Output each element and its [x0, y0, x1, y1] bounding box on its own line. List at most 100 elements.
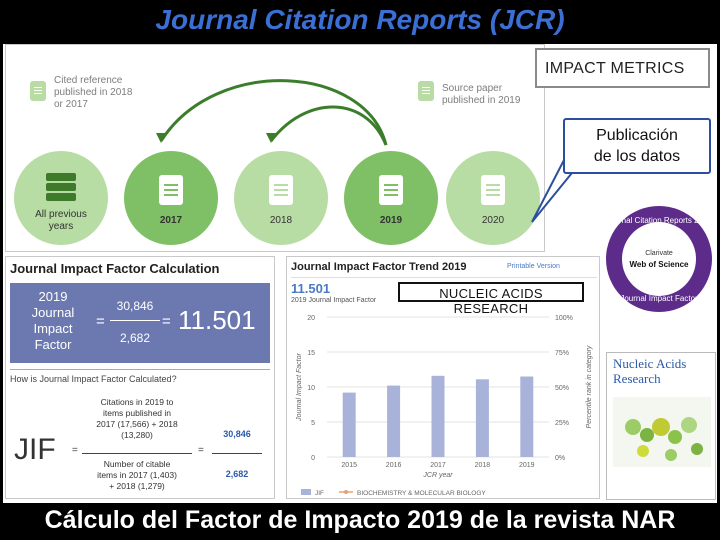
all-previous-label: All previous years [14, 209, 108, 233]
legend-label-category: BIOCHEMISTRY & MOLECULAR BIOLOGY [357, 490, 486, 497]
fraction-line [110, 320, 160, 321]
cover-title-line: Nucleic Acids [613, 356, 687, 371]
document-icon [269, 175, 293, 205]
all-previous-years-circle: All previous years [14, 151, 108, 245]
cover-title-line: Research [613, 371, 661, 386]
calc-title: Journal Impact Factor Calculation [10, 261, 220, 276]
x-tick-label: 2017 [430, 462, 446, 469]
text-line: Number of citable [103, 459, 171, 469]
text-line: Citations in 2019 to [100, 397, 174, 407]
document-icon [481, 175, 505, 205]
seal-clarivate: Clarivate [645, 250, 673, 257]
x-axis-label: JCR year [422, 472, 453, 479]
bar [342, 392, 356, 457]
result-numerator: 30,846 [223, 429, 251, 439]
text-line: items published in [102, 408, 172, 418]
label-line: years [48, 221, 74, 232]
citation-arrows [156, 79, 388, 146]
cover-image [613, 397, 711, 467]
jcr-seal: Journal Citation Reports 2020 Clarivate … [606, 206, 712, 312]
callout-text: Publicación de los datos [565, 125, 709, 167]
seal-inner: Clarivate Web of Science [622, 222, 696, 296]
equals-sign: = [96, 313, 105, 330]
bar [520, 376, 534, 457]
title-bar [0, 0, 720, 44]
y-axis-label: Journal Impact Factor [296, 352, 303, 421]
x-tick-label: 2018 [475, 462, 491, 469]
document-icon [30, 81, 46, 101]
label-line: 2019 [38, 289, 68, 304]
y2-tick-label: 25% [555, 420, 569, 427]
x-tick-label: 2019 [519, 462, 535, 469]
trend-title: Journal Impact Factor Trend 2019 [291, 261, 467, 273]
note-line: Source paper [442, 83, 503, 94]
text-line: (13,280) [121, 430, 153, 440]
year-label: 2020 [481, 215, 505, 226]
legend-label-jif: JIF [315, 490, 324, 497]
seal-wos: Web of Science [629, 260, 689, 269]
label-line: All previous [35, 209, 87, 220]
slide-footer: Cálculo del Factor de Impacto 2019 de la… [44, 506, 676, 534]
legend-swatch-jif [301, 489, 311, 495]
callout-line: de los datos [593, 148, 681, 165]
note-line: published in 2018 [54, 87, 133, 98]
jif-numerator-text: Citations in 2019 to items published in … [82, 397, 192, 441]
year-2017-circle: 2017 [124, 151, 218, 245]
divider [10, 369, 270, 370]
molecule-illustration [625, 417, 703, 461]
year-label: 2018 [269, 215, 293, 226]
year-2019-circle: 2019 [344, 151, 438, 245]
bar [387, 385, 401, 457]
label-line: Journal [31, 305, 75, 320]
citation-cycle-panel: Cited reference published in 2018 or 201… [5, 44, 545, 252]
year-label: 2019 [379, 215, 403, 226]
year-2020-circle: 2020 [446, 151, 540, 245]
jif-denominator-text: Number of citable items in 2017 (1,403) … [82, 459, 192, 492]
jif-trend-chart: 0 0% 5 25% 10 50% 15 75% 20 100% 2015 2016 2017 2018 2… [296, 315, 593, 497]
fraction-line [212, 453, 262, 454]
callout-line: Publicación [596, 127, 678, 144]
text-line: + 2018 (1,279) [109, 481, 165, 491]
printable-version-link[interactable]: Printable Version [507, 263, 560, 270]
note-line: Cited reference [54, 75, 123, 86]
y-tick-label: 5 [311, 420, 315, 427]
text-line: 2017 (17,566) + 2018 [96, 419, 178, 429]
y2-tick-label: 50% [555, 385, 569, 392]
bar [431, 375, 445, 457]
seal-bottom-text: Journal Impact Factor [620, 294, 698, 303]
y-tick-label: 15 [307, 350, 315, 357]
label-line: Factor [34, 337, 72, 352]
trend-subtitle: 2019 Journal Impact Factor [291, 297, 377, 304]
x-tick-label: 2015 [341, 462, 357, 469]
jif-label: 2019 Journal Impact Factor [18, 289, 88, 353]
slide-title: Journal Citation Reports (JCR) [155, 4, 565, 35]
fraction-line [82, 453, 192, 454]
journal-cover: Nucleic Acids Research [606, 352, 716, 500]
note-line: or 2017 [54, 99, 88, 110]
x-tick-label: 2016 [386, 462, 402, 469]
note-line: published in 2019 [442, 95, 521, 106]
y2-tick-label: 100% [555, 315, 573, 322]
divider [291, 277, 597, 278]
equals-sign: = [162, 313, 171, 330]
y-tick-label: 20 [307, 315, 315, 322]
y-tick-label: 0 [311, 455, 315, 462]
equals-sign: = [198, 445, 204, 456]
seal-top-text: Journal Citation Reports 2020 [606, 216, 712, 225]
publication-callout: Publicación de los datos [563, 118, 711, 174]
year-2018-circle: 2018 [234, 151, 328, 245]
books-icon [46, 173, 76, 203]
jif-symbol: JIF [14, 433, 56, 466]
y2-axis-label: Percentile rank in category [586, 345, 593, 428]
document-icon [159, 175, 183, 205]
numerator: 30,846 [116, 299, 154, 313]
result-denominator: 2,682 [225, 469, 249, 479]
journal-name-box: NUCLEIC ACIDS RESEARCH [398, 282, 584, 316]
label-line: Impact [33, 321, 73, 336]
document-icon [379, 175, 403, 205]
denominator: 2,682 [119, 331, 151, 345]
cited-reference-note: Cited reference published in 2018 or 201… [54, 75, 132, 111]
jif-result: 11.501 [178, 305, 256, 335]
y2-tick-label: 0% [555, 455, 565, 462]
year-label: 2017 [159, 215, 183, 226]
